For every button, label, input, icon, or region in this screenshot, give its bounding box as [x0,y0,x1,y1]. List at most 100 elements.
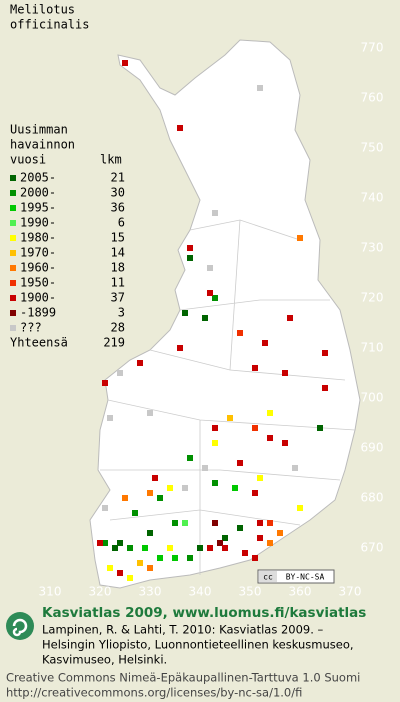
occurrence-square [237,525,243,531]
y-grid-label: 670 [361,541,384,555]
occurrence-square [242,550,248,556]
x-grid-label: 330 [139,585,162,599]
occurrence-square [277,530,283,536]
legend-count: 30 [111,186,125,200]
occurrence-square [202,315,208,321]
occurrence-square [127,545,133,551]
y-grid-label: 690 [361,441,384,455]
x-grid-label: 320 [89,585,112,599]
y-grid-label: 750 [361,141,384,155]
legend-count: 28 [111,321,125,335]
occurrence-square [322,350,328,356]
legend-swatch [10,205,16,211]
legend-label: 2005- [20,171,56,185]
x-grid-label: 360 [289,585,312,599]
legend-count: 3 [118,306,125,320]
occurrence-square [147,565,153,571]
occurrence-points [97,60,328,581]
occurrence-square [182,520,188,526]
legend-swatch [10,280,16,286]
occurrence-square [137,360,143,366]
logo-swirl [12,618,28,637]
occurrence-square [97,540,103,546]
legend-swatch [10,265,16,271]
legend-label: 1995- [20,201,56,215]
legend-count: 37 [111,291,125,305]
legend-label: 1900- [20,291,56,305]
citation-line: Lampinen, R. & Lahti, T. 2010: Kasviatla… [42,623,324,637]
occurrence-square [202,465,208,471]
legend-count: 14 [111,246,125,260]
title-line: Melilotus [10,3,75,17]
occurrence-square [197,545,203,551]
occurrence-square [117,570,123,576]
occurrence-square [257,535,263,541]
badge-text: BY-NC-SA [286,573,325,582]
occurrence-square [212,480,218,486]
occurrence-square [287,315,293,321]
legend-total: 219 [103,336,125,350]
occurrence-square [257,520,263,526]
occurrence-square [177,345,183,351]
legend-count: 36 [111,201,125,215]
occurrence-square [252,365,258,371]
occurrence-square [262,340,268,346]
occurrence-square [267,435,273,441]
occurrence-square [187,555,193,561]
legend-label: ??? [20,321,42,335]
legend-swatch [10,310,16,316]
citation-line: Helsingin Yliopisto, Luonnontieteellinen… [42,638,354,652]
occurrence-square [212,520,218,526]
occurrence-square [282,370,288,376]
occurrence-square [172,520,178,526]
occurrence-square [127,575,133,581]
legend-label: 2000- [20,186,56,200]
occurrence-square [137,560,143,566]
y-grid-label: 680 [361,491,384,505]
legend-header: havainnon [10,138,75,152]
occurrence-square [207,265,213,271]
grid-labels: 770 760 750 740 730 720 710 700 690 680 670 310 320 3… [39,41,384,599]
occurrence-square [142,545,148,551]
occurrence-square [122,60,128,66]
legend-label: 1960- [20,261,56,275]
occurrence-square [292,465,298,471]
occurrence-square [187,245,193,251]
occurrence-square [147,410,153,416]
occurrence-square [167,545,173,551]
occurrence-square [237,330,243,336]
license-line: Creative Commons Nimeä-Epäkaupallinen-Ta… [6,671,360,685]
legend-swatch [10,235,16,241]
occurrence-square [207,545,213,551]
legend-count: 21 [111,171,125,185]
occurrence-square [172,555,178,561]
occurrence-square [212,425,218,431]
occurrence-square [317,425,323,431]
occurrence-square [237,460,243,466]
occurrence-square [267,540,273,546]
occurrence-square [187,455,193,461]
legend-label: 1980- [20,231,56,245]
occurrence-square [297,505,303,511]
occurrence-square [117,540,123,546]
badge-cc: cc [263,573,273,582]
occurrence-square [212,440,218,446]
occurrence-square [102,380,108,386]
logo [6,612,34,640]
occurrence-square [107,565,113,571]
legend-header: vuosi [10,153,46,167]
occurrence-square [147,490,153,496]
legend-count: 6 [118,216,125,230]
occurrence-square [147,530,153,536]
legend-swatch [10,325,16,331]
legend-swatch [10,295,16,301]
finland-outline [89,39,361,589]
occurrence-square [187,255,193,261]
occurrence-square [167,485,173,491]
occurrence-square [157,495,163,501]
occurrence-square [222,535,228,541]
occurrence-square [322,385,328,391]
occurrence-square [227,415,233,421]
occurrence-square [297,235,303,241]
occurrence-square [122,495,128,501]
